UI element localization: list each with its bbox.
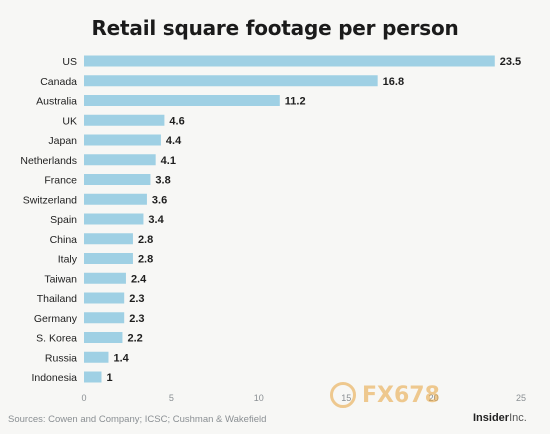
source-note: Sources: Cowen and Company; ICSC; Cushma… [8,414,267,425]
bar [84,332,123,343]
category-label: US [62,56,77,68]
value-label: 2.4 [131,273,147,285]
bar [84,292,125,304]
value-label: 2.8 [138,234,153,246]
bar [84,134,161,146]
category-label: Indonesia [31,372,77,384]
category-label: France [44,175,77,187]
value-label: 4.6 [169,115,184,127]
bar [84,55,495,67]
bar [84,174,151,185]
category-label: Germany [34,313,78,325]
value-label: 16.8 [383,76,404,88]
brand-logo-bold: Insider [473,412,510,424]
brand-logo-light: Inc. [509,412,527,424]
value-label: 3.6 [152,194,167,206]
x-tick-label: 0 [81,393,86,403]
bar [84,312,125,324]
category-label: Thailand [37,293,77,305]
value-label: 2.3 [129,293,144,305]
category-label: Taiwan [44,273,77,285]
x-tick-label: 5 [169,393,174,403]
category-label: Russia [45,352,77,364]
category-label: Australia [36,96,77,108]
bar [84,95,280,106]
value-label: 23.5 [500,56,521,68]
watermark-text: FX678 [362,382,440,408]
category-label: Spain [50,214,77,226]
bar [84,154,156,166]
watermark-logo-icon [330,382,356,408]
watermark: FX678 [330,382,440,408]
category-label: Italy [58,254,78,266]
category-label: Canada [40,76,77,88]
chart-title: Retail square footage per person [91,16,459,40]
bar [84,233,133,245]
bar [84,272,126,284]
bar [84,371,102,383]
x-tick-label: 25 [516,393,526,403]
value-label: 1 [106,372,112,384]
x-tick-label: 20 [429,393,439,403]
category-label: Switzerland [23,194,77,206]
bar [84,213,144,225]
category-label: S. Korea [36,333,77,345]
value-label: 2.2 [127,333,142,345]
category-label: Netherlands [20,155,77,167]
value-label: 3.4 [148,214,164,226]
x-tick-label: 10 [254,393,264,403]
value-label: 3.8 [155,175,170,187]
bar [84,253,133,264]
bar [84,193,147,205]
value-label: 4.4 [166,135,182,147]
value-label: 1.4 [113,352,129,364]
category-label: China [50,234,78,246]
bar [84,351,109,363]
value-label: 4.1 [161,155,176,167]
category-label: Japan [48,135,77,147]
bar [84,114,165,126]
category-label: UK [62,115,77,127]
value-label: 2.8 [138,254,153,266]
value-label: 2.3 [129,313,144,325]
brand-logo: InsiderInc. [473,412,527,424]
bar [84,75,378,87]
value-label: 11.2 [285,96,306,108]
